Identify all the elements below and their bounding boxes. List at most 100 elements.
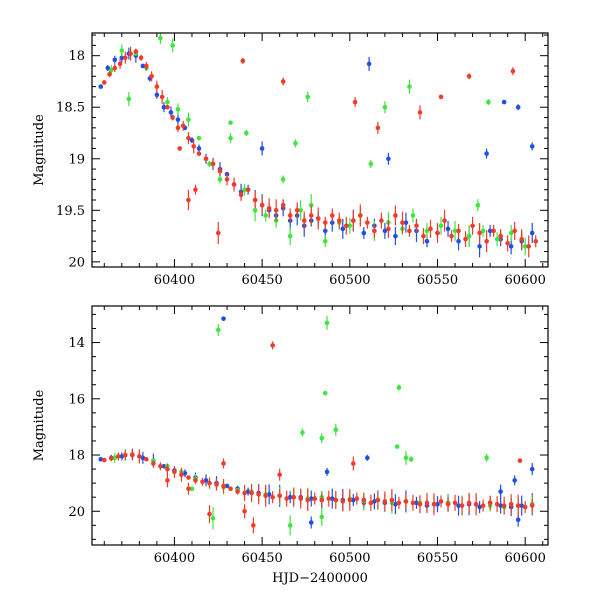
data-point [107,71,112,77]
data-point [277,472,282,478]
data-point [449,233,454,239]
data-point [245,489,251,494]
data-point [396,500,402,506]
data-point [170,115,175,120]
data-point [186,486,191,492]
data-point [165,478,170,483]
data-point [196,151,202,156]
data-point [410,500,416,506]
x-tick-label: 60400 [154,551,195,566]
data-point [372,228,377,234]
data-point [154,84,160,89]
data-point [515,104,521,110]
data-point [452,228,458,234]
data-point [217,177,223,182]
data-point [251,523,256,528]
data-point [368,500,374,506]
data-point [215,327,221,333]
data-point [491,228,496,234]
data-point [119,454,125,459]
data-point [403,455,409,461]
data-point [512,228,517,234]
y-axis-label: Magnitude [32,389,47,461]
data-point [179,472,184,478]
data-point [287,494,293,500]
data-point [123,452,128,458]
data-point [263,493,268,499]
data-point [300,430,305,435]
data-point [368,161,374,167]
data-point [480,503,486,508]
data-point [522,504,528,510]
data-point [361,497,367,503]
data-point [375,125,381,131]
data-point [322,238,328,244]
y-tick-label: 19 [68,152,85,167]
data-point [112,455,118,461]
data-point [280,79,286,84]
data-point [154,92,160,98]
data-point [193,478,198,483]
data-point [329,213,335,218]
data-point [379,218,384,223]
data-point [315,216,321,221]
data-point [158,35,163,41]
data-point [344,223,349,229]
data-point [470,223,475,229]
data-point [144,63,149,69]
data-point [494,501,500,507]
data-point [487,228,493,234]
data-point [424,500,430,506]
data-point [352,99,358,105]
data-point [473,501,479,507]
data-point [298,208,304,213]
data-point [186,117,191,122]
data-point [240,58,246,64]
data-point [287,213,293,218]
data-point [228,486,233,492]
data-point [393,501,398,507]
data-point [319,435,325,441]
data-point [170,43,175,48]
data-point [189,137,195,143]
x-axis-label: HJD−2400000 [272,571,368,586]
y-tick-label: 16 [68,392,85,407]
data-point [498,489,503,494]
data-point [116,454,121,459]
y-tick-label: 14 [68,336,85,351]
data-point [324,320,330,326]
data-point [445,226,451,232]
data-point [463,236,468,242]
data-point [510,68,516,74]
data-point [466,233,472,239]
data-point [487,500,493,506]
data-point [375,497,381,503]
data-point [165,99,170,105]
data-point [98,84,104,89]
data-point [186,135,191,141]
data-point [382,104,388,110]
data-point [533,238,539,244]
x-tick-label: 60400 [154,273,195,288]
data-point [428,226,433,232]
data-point [242,508,247,514]
data-point [165,104,170,110]
data-point [133,49,139,54]
data-point [417,501,423,507]
data-point [372,499,377,504]
data-point [214,482,219,487]
data-point [508,244,514,249]
data-point [189,486,195,492]
data-point [196,135,202,141]
data-point [382,228,388,234]
data-point [508,230,514,236]
data-point [144,456,149,462]
data-point [280,177,286,182]
data-point [277,493,282,499]
data-point [308,496,314,501]
plot-frame [91,32,549,268]
data-point [105,65,111,71]
data-point [407,228,412,234]
data-point [191,144,197,149]
data-point [270,343,275,348]
